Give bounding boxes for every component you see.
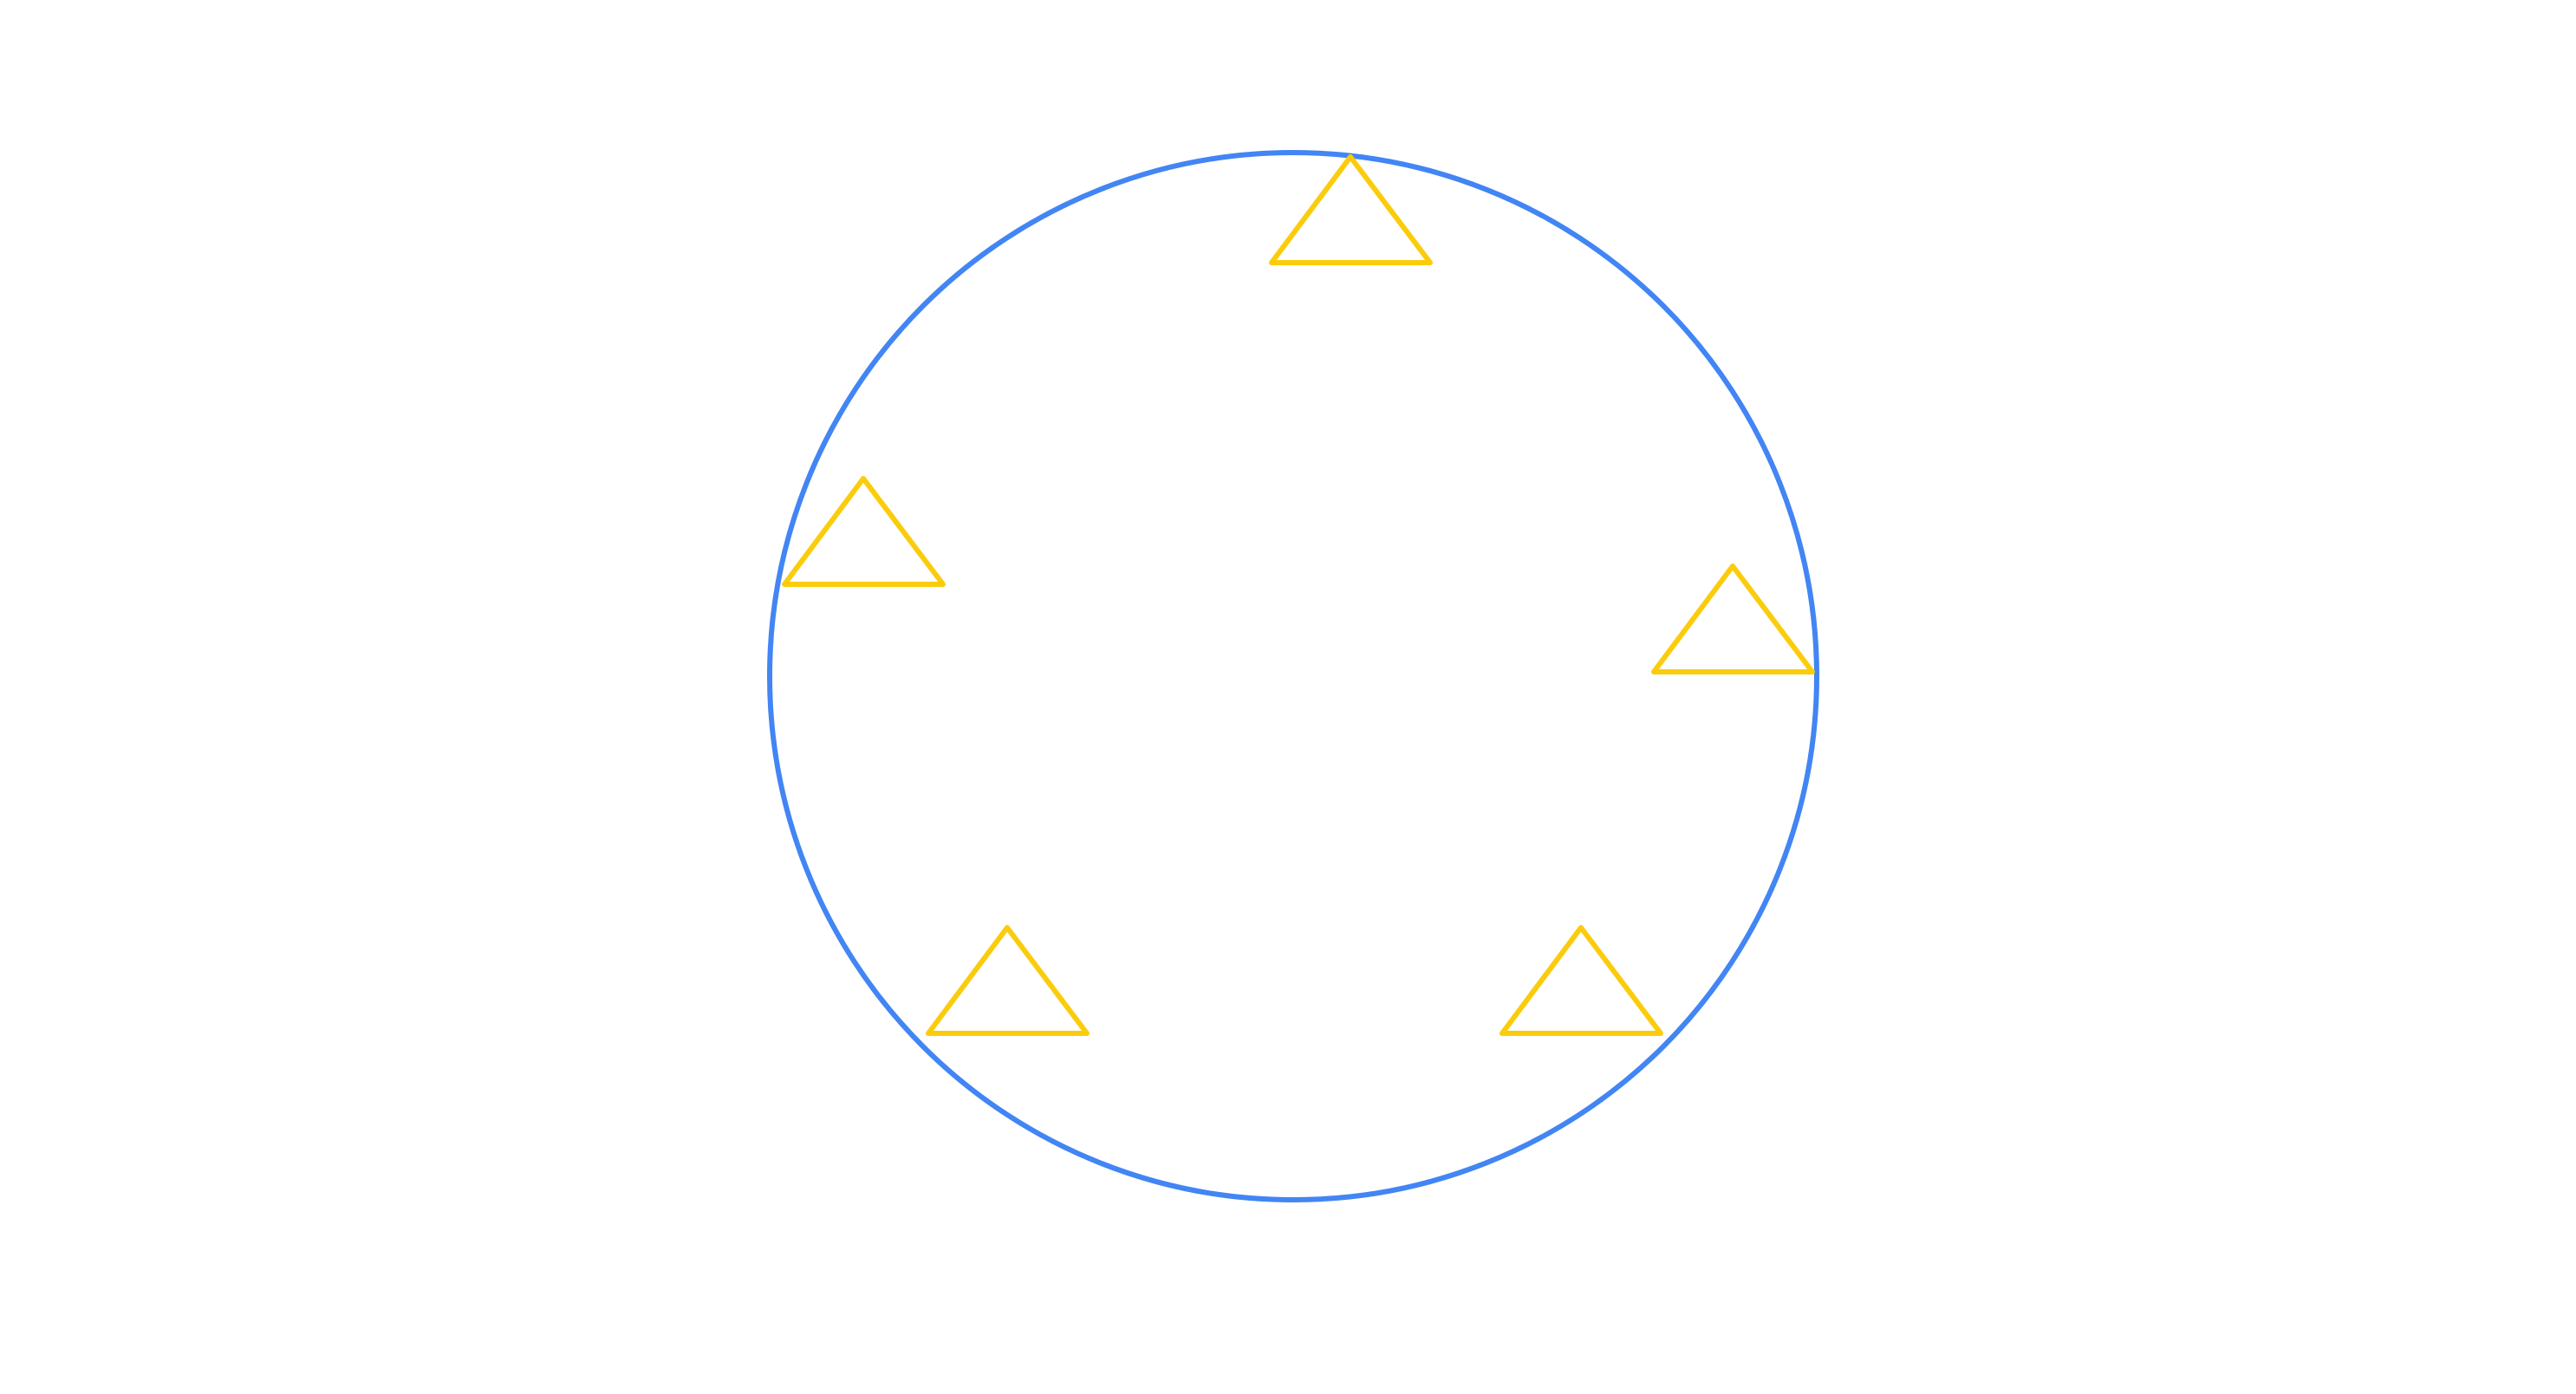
triangle-right <box>1651 563 1815 674</box>
outline-circle <box>767 150 1819 1202</box>
triangle-left <box>782 476 946 587</box>
triangle-bottom-left <box>926 925 1090 1036</box>
triangle-bottom-right <box>1499 925 1663 1036</box>
triangle-top <box>1269 154 1433 265</box>
triangle-group <box>782 154 1815 1036</box>
